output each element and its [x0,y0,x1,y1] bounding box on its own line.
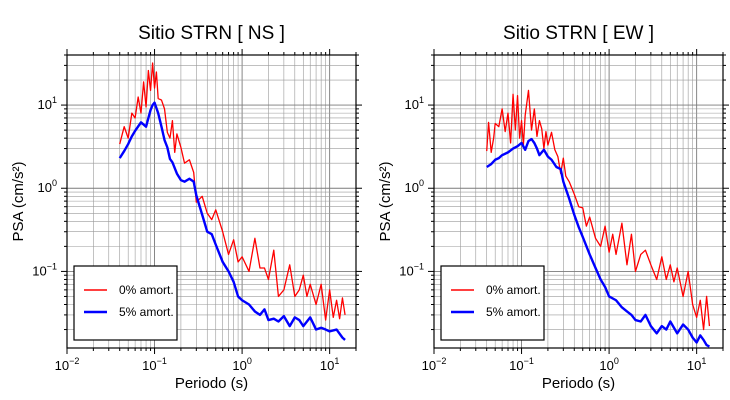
x-tick-label: 100 [232,356,251,373]
legend: 0% amort. 5% amort. [440,265,545,341]
chart-panel-1: 10−2 10−1 100 101 10−1 100 101 Sitio STRN [ NS … [10,23,362,392]
legend-box [73,265,178,341]
x-axis-label: Periodo (s) [542,375,615,392]
x-tick-label: 10−2 [422,356,447,373]
y-tick-label: 101 [38,95,57,112]
legend-box [440,265,545,341]
x-tick-label: 101 [320,356,339,373]
legend-label: 5% amort. [486,305,541,319]
legend-label: 0% amort. [119,283,174,297]
x-tick-label: 10−1 [142,356,167,373]
y-axis-label: PSA (cm/s²) [10,161,27,241]
series-line-0-amort [486,89,711,331]
series-line-5-amort [486,137,710,348]
legend: 0% amort. 5% amort. [73,265,178,341]
y-tick-label: 101 [405,95,424,112]
series-line-0-amort [119,62,346,321]
chart-panel-2: 10−2 10−1 100 101 10−1 100 101 Sitio STRN [ EW … [377,23,729,392]
y-tick-label: 10−1 [399,261,424,278]
legend-label: 5% amort. [119,305,174,319]
chart-title: Sitio STRN [ NS ] [138,23,285,44]
x-tick-label: 101 [687,356,706,373]
y-tick-label: 100 [38,178,57,195]
y-tick-label: 100 [405,178,424,195]
x-tick-label: 100 [599,356,618,373]
grid [66,54,357,348]
y-axis-label: PSA (cm/s²) [377,161,394,241]
x-tick-label: 10−2 [55,356,80,373]
x-tick-label: 10−1 [509,356,534,373]
legend-label: 0% amort. [486,283,541,297]
series-line-5-amort [118,101,346,341]
y-tick-label: 10−1 [32,261,57,278]
x-axis-label: Periodo (s) [175,375,248,392]
chart-title: Sitio STRN [ EW ] [503,23,654,44]
